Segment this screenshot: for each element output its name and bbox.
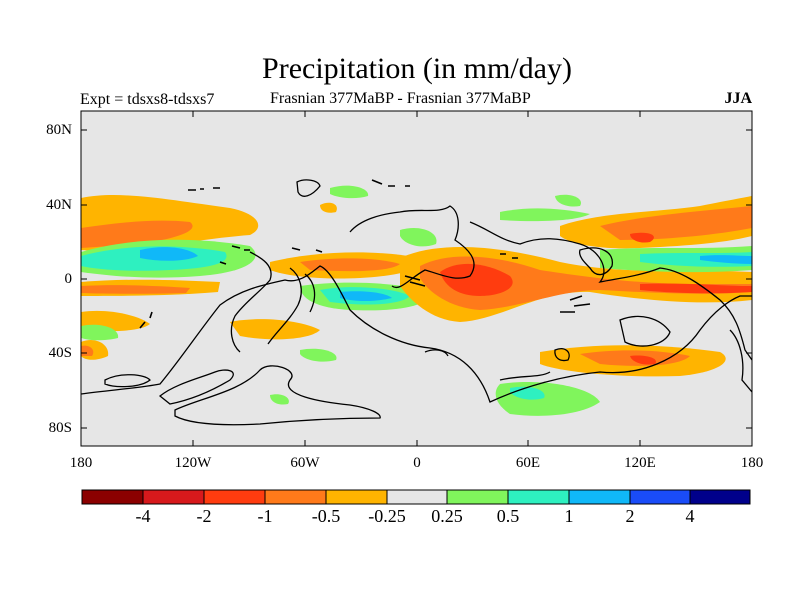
coastline-africa-north — [349, 205, 475, 289]
coastline-arc-3 — [304, 273, 316, 313]
lon-label-60e: 60E — [515, 455, 541, 471]
anomaly-sh-dry-west — [230, 319, 320, 340]
colorbar-box-9 — [568, 489, 631, 505]
anomaly-dry-central-strong — [300, 258, 400, 272]
lon-label-180e: 180 — [740, 455, 764, 471]
anomaly-sh-wet-west — [300, 348, 337, 362]
coastline-east-coast — [729, 329, 752, 393]
anomaly-north-east-dry-core — [630, 232, 654, 243]
lon-label-180w: 180 — [69, 455, 93, 471]
anomaly-nh-wet-1 — [330, 185, 369, 199]
anomaly-dry-east-core — [640, 283, 752, 294]
coastline-arc-2 — [267, 267, 302, 345]
colorbar-label: -0.25 — [368, 506, 406, 526]
colorbar-label: 2 — [625, 506, 635, 526]
colorbar-label: -2 — [196, 506, 212, 526]
colorbar-label: -0.5 — [311, 506, 341, 526]
coastline-inner-loop-3 — [158, 369, 234, 405]
lat-label-40n: 40N — [46, 197, 72, 213]
colorbar-label: 1 — [564, 506, 574, 526]
coastline-inner-loop-1 — [174, 365, 381, 426]
anomaly-nh-wet-4 — [400, 227, 437, 247]
colorbar-box-6 — [386, 489, 448, 505]
anomaly-wet-south-pacific — [81, 324, 119, 341]
axis-ticks — [81, 111, 752, 446]
colorbar-box-7 — [446, 489, 509, 505]
lon-label-60w: 60W — [290, 455, 320, 471]
plot-title: Precipitation (in mm/day) — [262, 52, 572, 85]
anomaly-sh-wet-small — [270, 394, 289, 405]
coastline-south-east-tip — [619, 315, 671, 347]
coastline-south-arc — [499, 371, 551, 381]
anomaly-sh-dry-east-core — [630, 355, 656, 365]
coastline-south-continent — [81, 265, 752, 403]
colorbar-box-1 — [81, 489, 144, 505]
lon-label-120w: 120W — [174, 455, 212, 471]
colorbar-box-5 — [325, 489, 388, 505]
lat-label-80n: 80N — [46, 122, 72, 138]
lon-label-0: 0 — [413, 455, 421, 471]
coastline-north-island — [296, 179, 321, 197]
anomaly-dry-equator-west-strong — [81, 285, 190, 294]
lat-label-0: 0 — [64, 271, 73, 287]
colorbar-label: 0.25 — [431, 506, 463, 526]
colorbar — [81, 489, 751, 505]
coastline-east-peninsula — [578, 247, 613, 276]
colorbar-label: 0.5 — [496, 506, 520, 526]
lat-label-40s: 40S — [48, 345, 72, 361]
coastlines — [81, 179, 752, 426]
lon-label-120e: 120E — [624, 455, 656, 471]
precip-anomaly-field — [81, 185, 752, 416]
colorbar-box-11 — [689, 489, 751, 505]
coastline-mid-island — [554, 348, 570, 362]
colorbar-box-3 — [203, 489, 266, 505]
anomaly-dry-africa-core — [440, 263, 513, 296]
colorbar-box-4 — [264, 489, 327, 505]
anomaly-band-north-pacific-strong — [81, 220, 193, 248]
colorbar-box-10 — [629, 489, 691, 505]
coastline-north-east — [469, 221, 752, 361]
season-label: JJA — [724, 90, 752, 107]
comparison-label: Frasnian 377MaBP - Frasnian 377MaBP — [270, 90, 531, 107]
coastline-inner-loop-2 — [104, 374, 151, 388]
anomaly-wet-central-core — [340, 291, 392, 301]
anomaly-nh-wet-2 — [500, 208, 590, 222]
colorbar-box-8 — [507, 489, 570, 505]
island-fragments — [139, 179, 591, 329]
anomaly-north-east-wet-core — [700, 255, 752, 264]
anomaly-wet-pacific-core — [140, 247, 198, 261]
anomaly-nh-wet-3 — [555, 194, 581, 207]
anomaly-dry-africa-strong — [420, 256, 752, 310]
experiment-label: Expt = tdsxs8-tdsxs7 — [80, 91, 215, 108]
colorbar-label: 4 — [685, 506, 695, 526]
coastline-small-south — [424, 349, 449, 357]
lat-label-80s: 80S — [48, 420, 72, 436]
colorbar-label: -1 — [257, 506, 273, 526]
anomaly-north-east-dry-strong — [600, 206, 752, 240]
coastline-arc-1 — [230, 251, 272, 353]
colorbar-box-2 — [142, 489, 205, 505]
anomaly-nh-dry-1 — [320, 202, 337, 213]
colorbar-label: -4 — [135, 506, 151, 526]
